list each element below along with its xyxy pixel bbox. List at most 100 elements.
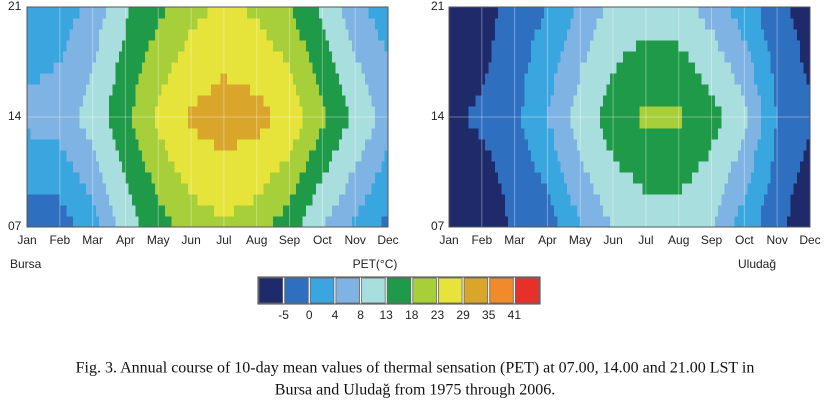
contour-cell [708,40,712,52]
contour-cell [138,95,143,107]
contour-cell [40,172,44,184]
contour-cell [737,29,742,41]
contour-cell [115,183,120,195]
contour-cell [652,150,657,162]
contour-cell [645,172,650,184]
y-tick-label: 07 [8,219,22,233]
contour-cell [325,51,330,63]
contour-cell [721,205,726,217]
contour-cell [517,73,522,85]
contour-cell [174,117,179,129]
contour-cell [485,29,489,41]
contour-cell [593,18,598,30]
contour-cell [458,117,463,129]
contour-cell [358,106,363,118]
contour-cell [731,51,735,63]
contour-cell [325,29,330,41]
contour-cell [299,40,304,52]
contour-cell [230,106,235,118]
contour-cell [207,51,212,63]
contour-cell [269,29,274,41]
contour-cell [161,150,166,162]
contour-cell [33,194,38,206]
contour-cell [688,194,693,206]
contour-cell [358,205,363,217]
contour-cell [102,84,107,96]
contour-cell [256,7,261,19]
contour-cell [636,128,640,140]
contour-cell [780,161,785,173]
contour-cell [105,161,110,173]
contour-cell [164,29,169,41]
contour-cell [194,161,199,173]
contour-cell [305,172,310,184]
contour-cell [639,205,644,217]
contour-cell [66,7,71,19]
contour-cell [125,161,130,173]
contour-cell [639,172,644,184]
contour-cell [590,150,594,162]
contour-cell [695,106,699,118]
contour-cell [491,205,496,217]
contour-cell [220,40,225,52]
contour-cell [616,183,621,195]
contour-cell [161,62,166,74]
contour-cell [636,40,640,52]
contour-cell [576,117,581,129]
contour-cell [668,117,673,129]
contour-cell [250,205,254,217]
contour-cell [191,62,195,74]
contour-cell [688,95,693,107]
contour-cell [603,62,607,74]
contour-cell [223,161,228,173]
contour-cell [685,51,689,63]
contour-cell [593,128,598,140]
contour-cell [135,150,139,162]
contour-cell [485,73,489,85]
contour-cell [338,73,343,85]
contour-cell [148,128,153,140]
contour-cell [223,139,228,151]
contour-cell [514,40,519,52]
contour-cell [767,18,772,30]
contour-cell [616,161,621,173]
contour-cell [645,84,650,96]
contour-cell [315,84,320,96]
contour-cell [685,150,689,162]
contour-cell [724,29,729,41]
contour-cell [731,128,735,140]
contour-cell [695,161,699,173]
contour-cell [243,106,248,118]
contour-cell [534,150,539,162]
contour-cell [524,106,529,118]
contour-cell [89,29,94,41]
contour-cell [237,51,241,63]
contour-cell [69,29,74,41]
contour-cell [806,29,811,41]
contour-cell [92,73,97,85]
contour-cell [498,205,502,217]
contour-cell [586,62,591,74]
contour-cell [177,194,182,206]
contour-cell [678,84,683,96]
contour-cell [296,205,300,217]
contour-cell [371,128,376,140]
contour-cell [164,84,169,96]
contour-cell [576,128,581,140]
contour-cell [498,117,502,129]
contour-cell [56,183,61,195]
contour-cell [790,18,794,30]
contour-cell [371,161,376,173]
contour-cell [704,117,709,129]
contour-cell [56,128,61,140]
contour-cell [145,73,149,85]
contour-cell [135,128,139,140]
contour-cell [576,161,581,173]
contour-cell [573,205,578,217]
contour-cell [462,117,466,129]
contour-cell [695,84,699,96]
contour-cell [302,73,307,85]
contour-cell [53,216,57,228]
contour-cell [86,51,90,63]
contour-cell [688,172,693,184]
